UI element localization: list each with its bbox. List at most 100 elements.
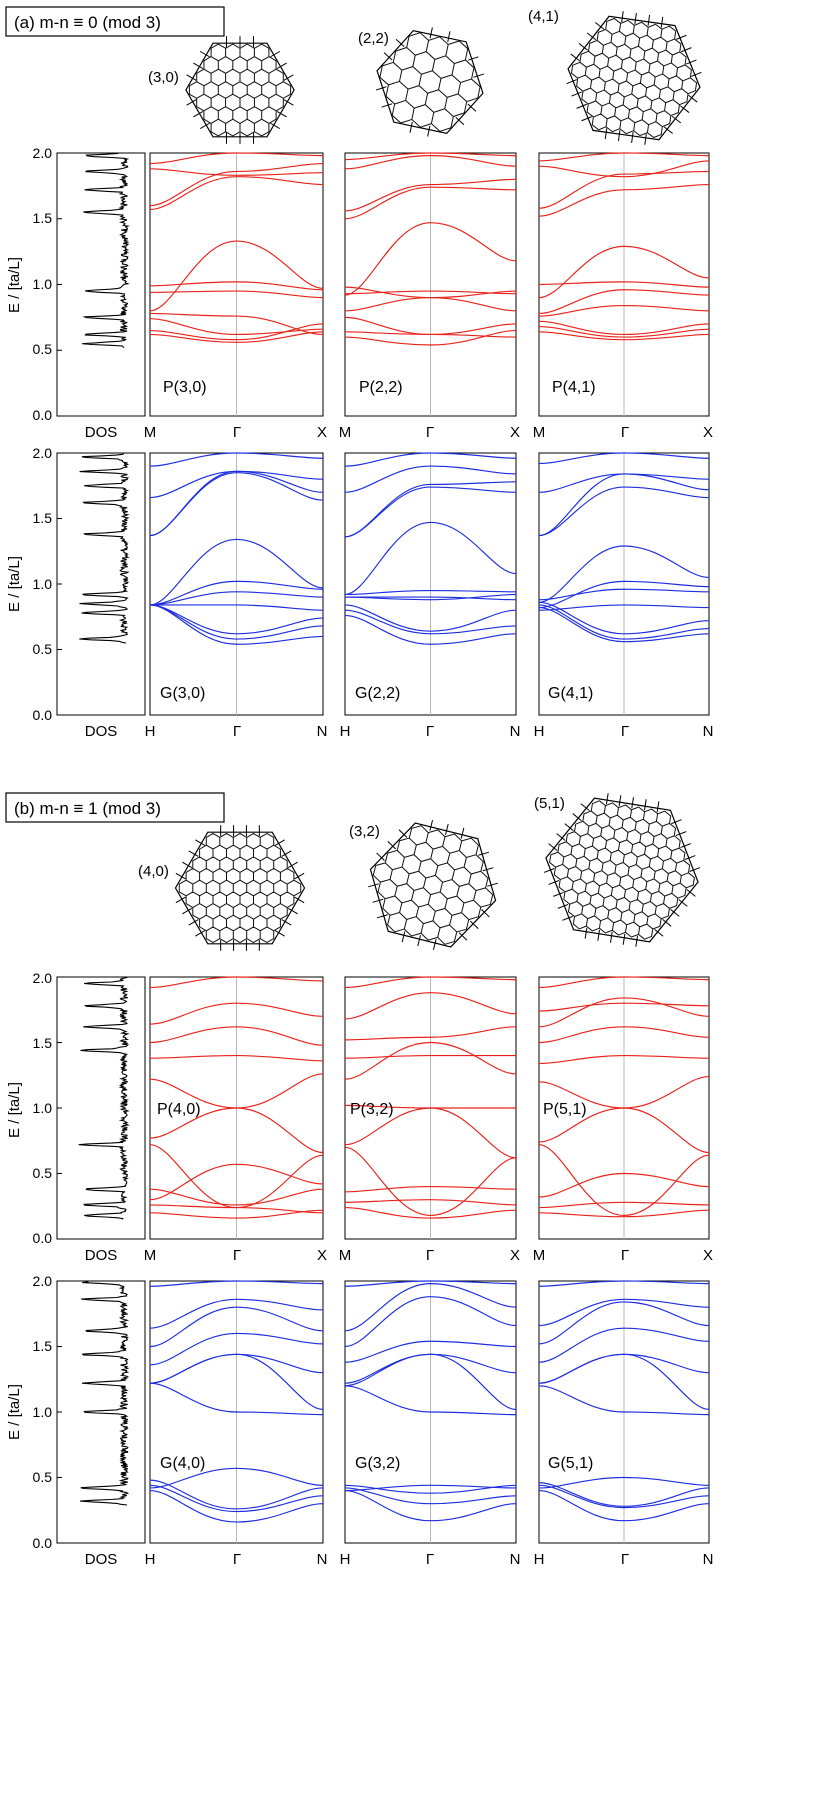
cluster-edge-tick xyxy=(581,116,592,122)
cluster-edge-tick xyxy=(634,12,637,25)
cluster-edge-tick xyxy=(473,73,485,78)
band-line xyxy=(538,320,710,336)
cluster-lattice xyxy=(178,832,302,944)
cluster-edge-tick xyxy=(175,872,186,880)
cluster-edge-tick xyxy=(481,909,490,918)
cluster-edge-tick xyxy=(482,867,494,872)
band-line xyxy=(344,186,517,220)
panel-label: P(3,0) xyxy=(163,379,207,396)
cluster-edge-tick xyxy=(376,852,385,861)
cluster-edge-tick xyxy=(294,896,305,904)
band-line xyxy=(149,176,324,211)
band-line xyxy=(538,1385,710,1416)
band-line xyxy=(344,1296,517,1348)
y-tick-label: 2.0 xyxy=(33,970,53,986)
band-line xyxy=(149,1382,324,1416)
cluster-edge-tick xyxy=(469,920,479,930)
cluster-edge-tick xyxy=(675,831,687,837)
band-line xyxy=(149,1484,324,1513)
band-line xyxy=(344,1104,516,1109)
cluster-edge-tick xyxy=(670,909,680,917)
cluster-edge-tick xyxy=(688,94,698,103)
cluster-lattice xyxy=(372,825,494,945)
y-tick-label: 2.0 xyxy=(33,445,53,461)
cluster-edge-tick xyxy=(595,22,605,30)
panel-label: P(2,2) xyxy=(359,379,403,396)
band-line xyxy=(149,1026,324,1046)
band-line xyxy=(149,1490,324,1523)
band-line xyxy=(149,152,324,165)
x-tick-label: N xyxy=(317,723,328,740)
cluster-label: (4,0) xyxy=(138,863,169,880)
cluster-edge-tick xyxy=(432,939,437,950)
x-tick-label: Γ xyxy=(426,424,434,441)
cluster-edge-tick xyxy=(643,799,647,811)
cluster-edge-tick xyxy=(193,110,204,118)
band-line xyxy=(344,596,517,601)
cluster-label: (3,2) xyxy=(349,823,380,840)
band-line xyxy=(149,331,324,343)
y-tick-label: 0.0 xyxy=(33,1535,53,1551)
cluster-edge-tick xyxy=(458,932,468,941)
x-tick-label: N xyxy=(703,1551,714,1568)
x-tick-label: H xyxy=(534,1551,545,1568)
band-line xyxy=(538,486,710,537)
cluster-diagram xyxy=(543,793,701,947)
band-line xyxy=(538,1055,710,1065)
cluster-edge-tick xyxy=(283,74,294,81)
cluster-edge-tick xyxy=(681,47,692,53)
cluster-edge-tick xyxy=(387,840,397,850)
band-line xyxy=(344,1484,517,1494)
band-line xyxy=(149,1144,324,1209)
cluster-edge-tick xyxy=(662,919,672,927)
band-line xyxy=(538,1484,710,1509)
cluster-diagram xyxy=(174,825,306,951)
x-tick-label: H xyxy=(534,723,545,740)
band-line xyxy=(538,452,710,465)
cluster-edge-tick xyxy=(605,793,609,805)
y-axis-label: E / [ta/L] xyxy=(6,556,23,612)
band-line xyxy=(538,604,710,611)
y-axis-label: E / [ta/L] xyxy=(6,257,23,313)
cluster-edge-tick xyxy=(617,130,621,142)
band-line xyxy=(538,152,710,162)
x-tick-label: X xyxy=(510,1247,520,1264)
cluster-edge-tick xyxy=(287,907,298,915)
x-tick-label: Γ xyxy=(621,723,629,740)
cluster-edge-tick xyxy=(564,823,574,831)
cluster-edge-tick xyxy=(276,110,287,118)
band-line xyxy=(344,152,517,161)
dos-label: DOS xyxy=(85,1551,118,1568)
x-tick-label: Γ xyxy=(233,723,241,740)
cluster-edge-tick xyxy=(580,803,590,812)
cluster-edge-tick xyxy=(604,128,608,140)
y-tick-label: 0.0 xyxy=(33,407,53,423)
band-line xyxy=(149,240,324,312)
y-tick-label: 1.0 xyxy=(33,276,53,292)
band-line xyxy=(538,289,710,315)
panel-label: G(2,2) xyxy=(355,685,400,702)
band-line xyxy=(538,1075,710,1109)
cluster-edge-tick xyxy=(398,829,408,838)
cluster-edge-tick xyxy=(557,903,569,909)
band-line xyxy=(538,588,710,601)
y-axis-label: E / [ta/L] xyxy=(6,1384,23,1440)
band-line xyxy=(344,1055,516,1059)
x-tick-label: M xyxy=(339,1247,352,1264)
x-tick-label: H xyxy=(145,723,156,740)
cluster-edge-tick xyxy=(274,839,286,846)
dos-curve xyxy=(82,152,130,349)
panel-label: G(4,1) xyxy=(548,685,593,702)
band-line xyxy=(344,1206,517,1219)
dos-label: DOS xyxy=(85,424,118,441)
y-tick-label: 1.0 xyxy=(33,576,53,592)
cluster-lattice xyxy=(188,43,292,137)
panel-label: G(3,2) xyxy=(355,1455,400,1472)
cluster-lattice xyxy=(379,32,481,132)
band-line xyxy=(344,155,517,170)
band-line xyxy=(538,1476,710,1489)
band-line xyxy=(149,1353,324,1384)
band-line xyxy=(538,245,710,299)
band-line xyxy=(538,170,710,209)
y-tick-label: 1.5 xyxy=(33,510,53,526)
